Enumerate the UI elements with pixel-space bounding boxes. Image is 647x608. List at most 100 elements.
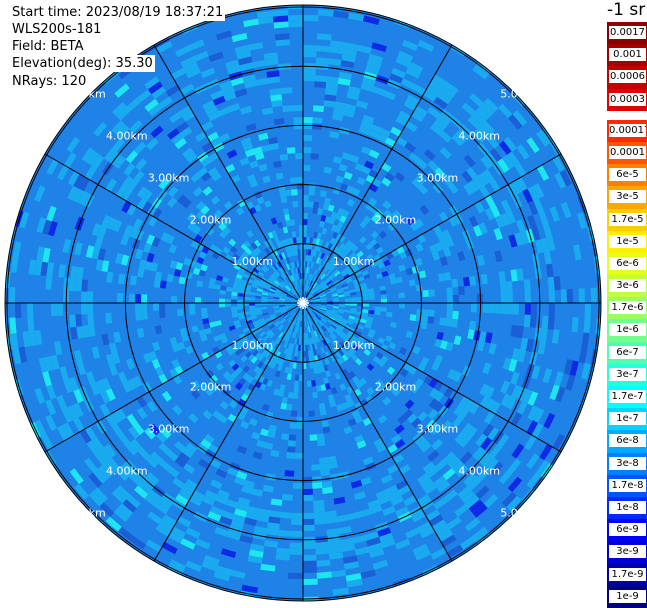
range-gate-cell xyxy=(421,315,429,323)
range-gate-cell xyxy=(227,65,242,75)
range-gate-cell xyxy=(146,400,158,413)
legend-label: 6e-8 xyxy=(609,434,646,448)
range-gate-cell xyxy=(404,142,417,153)
range-gate-cell xyxy=(210,90,224,101)
range-gate-cell xyxy=(279,299,286,302)
range-gate-cell xyxy=(329,473,341,481)
range-gate-cell xyxy=(310,288,315,294)
range-gate-cell xyxy=(256,345,263,352)
range-gate-cell xyxy=(285,297,292,300)
range-gate-cell xyxy=(329,334,336,341)
range-gate-cell xyxy=(331,332,337,339)
range-gate-cell xyxy=(342,209,350,218)
range-gate-cell xyxy=(531,422,544,439)
range-gate-cell xyxy=(305,356,310,363)
range-gate-cell xyxy=(299,273,302,280)
range-gate-cell xyxy=(304,320,307,327)
range-gate-cell xyxy=(461,490,476,504)
azimuth-line xyxy=(302,302,453,562)
range-gate-cell xyxy=(326,76,340,84)
range-gate-cell xyxy=(307,307,312,312)
range-gate-cell xyxy=(309,344,313,351)
range-gate-cell xyxy=(576,212,588,229)
range-gate-cell xyxy=(201,141,214,152)
range-gate-cell xyxy=(144,493,159,507)
range-gate-cell xyxy=(333,338,340,345)
range-gate-cell xyxy=(243,302,250,307)
range-gate-cell xyxy=(323,377,329,385)
range-gate-cell xyxy=(248,549,264,558)
range-gate-cell xyxy=(236,470,248,480)
range-gate-cell xyxy=(308,273,311,280)
range-gate-cell xyxy=(368,149,380,159)
range-gate-cell xyxy=(36,217,47,234)
range-gate-cell xyxy=(440,86,456,100)
range-gate-cell xyxy=(241,584,258,594)
nrays-text: NRays: 120 xyxy=(12,74,87,89)
range-gate-cell xyxy=(78,190,90,206)
range-gate-cell xyxy=(293,319,297,326)
range-gate-cell xyxy=(136,407,148,420)
range-gate-cell xyxy=(87,313,95,326)
range-gate-cell xyxy=(309,274,313,281)
range-gate-cell xyxy=(366,59,382,70)
range-gate-cell xyxy=(352,254,359,262)
range-gate-cell xyxy=(311,311,316,317)
range-gate-cell xyxy=(166,465,180,478)
range-gate-cell xyxy=(270,449,280,458)
range-gate-cell xyxy=(335,233,343,241)
range-gate-cell xyxy=(458,407,470,420)
range-gate-cell xyxy=(529,314,537,328)
range-gate-cell xyxy=(472,65,489,80)
range-gate-cell xyxy=(230,76,245,87)
range-gate-cell xyxy=(338,294,345,298)
range-gate-cell xyxy=(392,454,405,465)
range-gate-cell xyxy=(304,338,308,345)
range-gate-cell xyxy=(126,358,135,370)
range-gate-cell xyxy=(346,185,355,194)
range-gate-cell xyxy=(256,439,266,448)
range-gate-cell xyxy=(423,149,436,161)
range-gate-cell xyxy=(151,236,161,248)
range-gate-cell xyxy=(322,339,327,346)
range-gate-cell xyxy=(97,248,107,261)
range-gate-cell xyxy=(177,309,184,317)
range-gate-cell xyxy=(305,344,308,351)
legend-swatch: 6e-7 xyxy=(607,341,647,364)
range-gate-cell xyxy=(306,285,310,292)
range-gate-cell xyxy=(445,341,454,352)
range-gate-cell xyxy=(283,341,288,348)
range-gate-cell xyxy=(287,5,304,10)
range-gate-cell xyxy=(273,305,280,308)
range-gate-cell xyxy=(362,77,376,87)
range-gate-cell xyxy=(437,529,454,543)
range-gate-cell xyxy=(332,113,344,122)
range-gate-cell xyxy=(321,325,328,331)
range-gate-cell xyxy=(289,237,294,245)
range-gate-cell xyxy=(158,178,170,190)
range-gate-cell xyxy=(304,261,308,268)
range-gate-cell xyxy=(368,342,376,349)
range-gate-cell xyxy=(273,388,280,396)
range-gate-cell xyxy=(14,302,22,319)
range-gate-cell xyxy=(334,5,352,7)
range-gate-cell xyxy=(330,313,337,318)
range-gate-cell xyxy=(343,171,353,180)
range-gate-cell xyxy=(181,198,192,209)
range-gate-cell xyxy=(553,371,564,387)
range-gate-cell xyxy=(276,547,291,555)
range-gate-cell xyxy=(316,559,331,567)
range-gate-cell xyxy=(285,335,291,343)
range-gate-cell xyxy=(298,374,303,382)
range-gate-cell xyxy=(160,231,170,242)
range-gate-cell xyxy=(510,269,518,282)
range-gate-cell xyxy=(349,347,357,354)
range-gate-cell xyxy=(8,287,16,303)
range-gate-cell xyxy=(292,319,296,325)
range-gate-cell xyxy=(362,292,369,297)
range-gate-cell xyxy=(246,505,260,515)
range-gate-cell xyxy=(297,267,300,274)
range-gate-cell xyxy=(313,511,326,519)
range-ring-label: 5.00km xyxy=(500,506,542,519)
range-gate-cell xyxy=(97,225,108,239)
